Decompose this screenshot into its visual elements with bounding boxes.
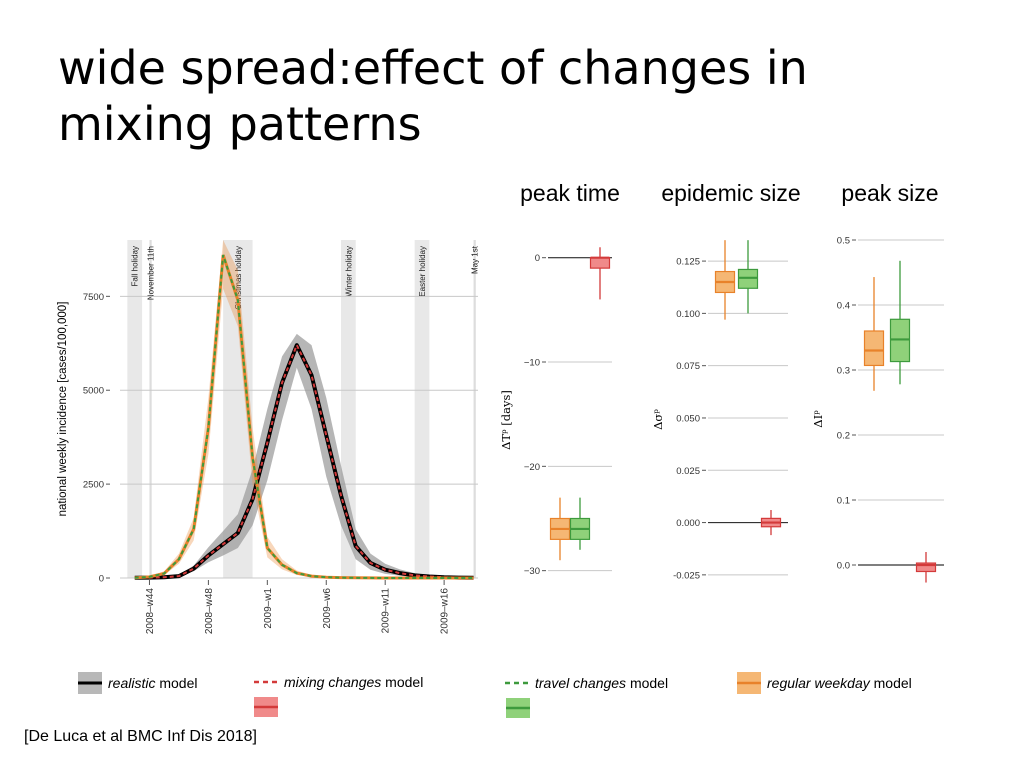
x-tick-label: 2009–w1 bbox=[263, 588, 274, 629]
box-mixing-changes bbox=[589, 247, 611, 300]
legend-item-travel: travel changes model bbox=[505, 675, 668, 718]
y-tick-label: 0.075 bbox=[676, 361, 700, 372]
y-tick-label: 0.0 bbox=[837, 561, 850, 572]
box-iqr bbox=[863, 330, 885, 367]
legend-label: travel changes model bbox=[535, 675, 668, 691]
box-iqr bbox=[589, 257, 611, 269]
x-tick-label: 2009–w6 bbox=[322, 588, 333, 629]
panel-title: epidemic size bbox=[661, 180, 800, 206]
holiday-band bbox=[414, 240, 430, 578]
legend-label: mixing changes model bbox=[284, 674, 423, 690]
holiday-label: Fall holiday bbox=[131, 246, 140, 286]
legend-label: regular weekday model bbox=[767, 675, 912, 691]
holiday-label: May 1st bbox=[471, 245, 480, 274]
legend-item-realistic: realistic model bbox=[78, 672, 198, 694]
travel-series-line bbox=[134, 254, 474, 579]
y-tick-label: 0.025 bbox=[676, 466, 700, 477]
panel-title: peak size bbox=[841, 180, 938, 206]
legend-label-italic: realistic bbox=[108, 675, 155, 691]
y-tick-label: 0.100 bbox=[676, 309, 700, 320]
mixing-series-line bbox=[134, 342, 474, 579]
y-tick-label: −30 bbox=[524, 566, 540, 577]
box-mixing-changes bbox=[760, 510, 782, 536]
slide-title-line-2: mixing patterns bbox=[58, 97, 422, 152]
legend-label-suffix: model bbox=[155, 675, 197, 691]
box-travel-changes bbox=[889, 260, 911, 385]
legend-label-italic: regular weekday bbox=[767, 675, 871, 691]
x-tick-label: 2009–w16 bbox=[440, 588, 451, 635]
box-travel-changes bbox=[737, 240, 759, 314]
x-tick-label: 2009–w11 bbox=[381, 588, 392, 634]
y-axis-label: ΔTᵖ [days] bbox=[499, 390, 513, 450]
travel-uncertainty-band bbox=[134, 240, 474, 578]
box-regular-weekday bbox=[714, 240, 736, 320]
x-tick-label: 2008–w44 bbox=[145, 588, 156, 635]
legend: realistic model mixing changes model trave… bbox=[78, 672, 912, 718]
y-tick-label: 0.4 bbox=[837, 301, 850, 312]
y-tick-label: 0 bbox=[99, 574, 104, 585]
x-tick-label: 2008–w48 bbox=[204, 588, 215, 635]
y-tick-label: −10 bbox=[524, 358, 540, 369]
legend-item-weekday: regular weekday model bbox=[737, 672, 912, 694]
legend-label-suffix: model bbox=[626, 675, 668, 691]
box-regular-weekday bbox=[863, 277, 885, 391]
citation: [De Luca et al BMC Inf Dis 2018] bbox=[24, 728, 257, 745]
slide-title-line-1: wide spread:effect of changes in bbox=[58, 41, 808, 95]
box-mixing-changes bbox=[915, 552, 937, 583]
holiday-band bbox=[473, 240, 476, 578]
y-tick-label: 0.2 bbox=[837, 431, 850, 442]
holiday-label: November 11th bbox=[147, 246, 156, 300]
y-axis-label: Δσᵖ bbox=[651, 409, 665, 430]
y-axis-label: national weekly incidence [cases/100,000… bbox=[57, 302, 69, 517]
holiday-band bbox=[149, 240, 152, 578]
y-tick-label: 5000 bbox=[83, 386, 104, 397]
holiday-label: Easter holiday bbox=[418, 246, 427, 297]
legend-label-suffix: model bbox=[870, 675, 912, 691]
boxplot-panel: epidemic size 0.125 0.100 0.075 0.050 0.025 0.… bbox=[651, 180, 801, 581]
panel-title: peak time bbox=[520, 180, 620, 206]
y-axis-label: ΔIᵖ bbox=[811, 410, 825, 428]
boxplot-panel: peak time 0 −10 −20 −30 ΔTᵖ [days] bbox=[499, 180, 620, 577]
incidence-chart: Fall holiday November 11th Christmas holid… bbox=[57, 240, 480, 634]
y-tick-label: -0.025 bbox=[673, 570, 700, 581]
slide-title: wide spread:effect of changes in mixing … bbox=[58, 40, 978, 152]
legend-label-suffix: model bbox=[381, 674, 423, 690]
boxplot-panel: peak size 0.5 0.4 0.3 0.2 0.1 0.0 ΔIᵖ bbox=[811, 180, 944, 583]
legend-label-italic: mixing changes bbox=[284, 674, 381, 690]
y-tick-label: 0.3 bbox=[837, 366, 850, 377]
holiday-label: Winter holiday bbox=[344, 246, 353, 297]
box-travel-changes bbox=[569, 497, 591, 550]
y-tick-label: 0.000 bbox=[676, 518, 700, 529]
y-tick-label: 0 bbox=[535, 253, 540, 264]
box-iqr bbox=[915, 562, 937, 573]
y-tick-label: 2500 bbox=[83, 480, 104, 491]
realistic-uncertainty-band bbox=[134, 333, 474, 578]
y-tick-label: 7500 bbox=[83, 292, 104, 303]
y-tick-label: −20 bbox=[524, 462, 540, 473]
box-regular-weekday bbox=[549, 497, 571, 561]
y-tick-label: 0.125 bbox=[676, 257, 700, 268]
y-tick-label: 0.1 bbox=[837, 496, 850, 507]
y-tick-label: 0.050 bbox=[676, 413, 700, 424]
legend-label: realistic model bbox=[108, 675, 198, 691]
legend-label-italic: travel changes bbox=[535, 675, 626, 691]
y-tick-label: 0.5 bbox=[837, 236, 850, 247]
holiday-band bbox=[127, 240, 143, 578]
holiday-label: Christmas holiday bbox=[234, 246, 243, 310]
legend-item-mixing: mixing changes model bbox=[254, 674, 423, 717]
